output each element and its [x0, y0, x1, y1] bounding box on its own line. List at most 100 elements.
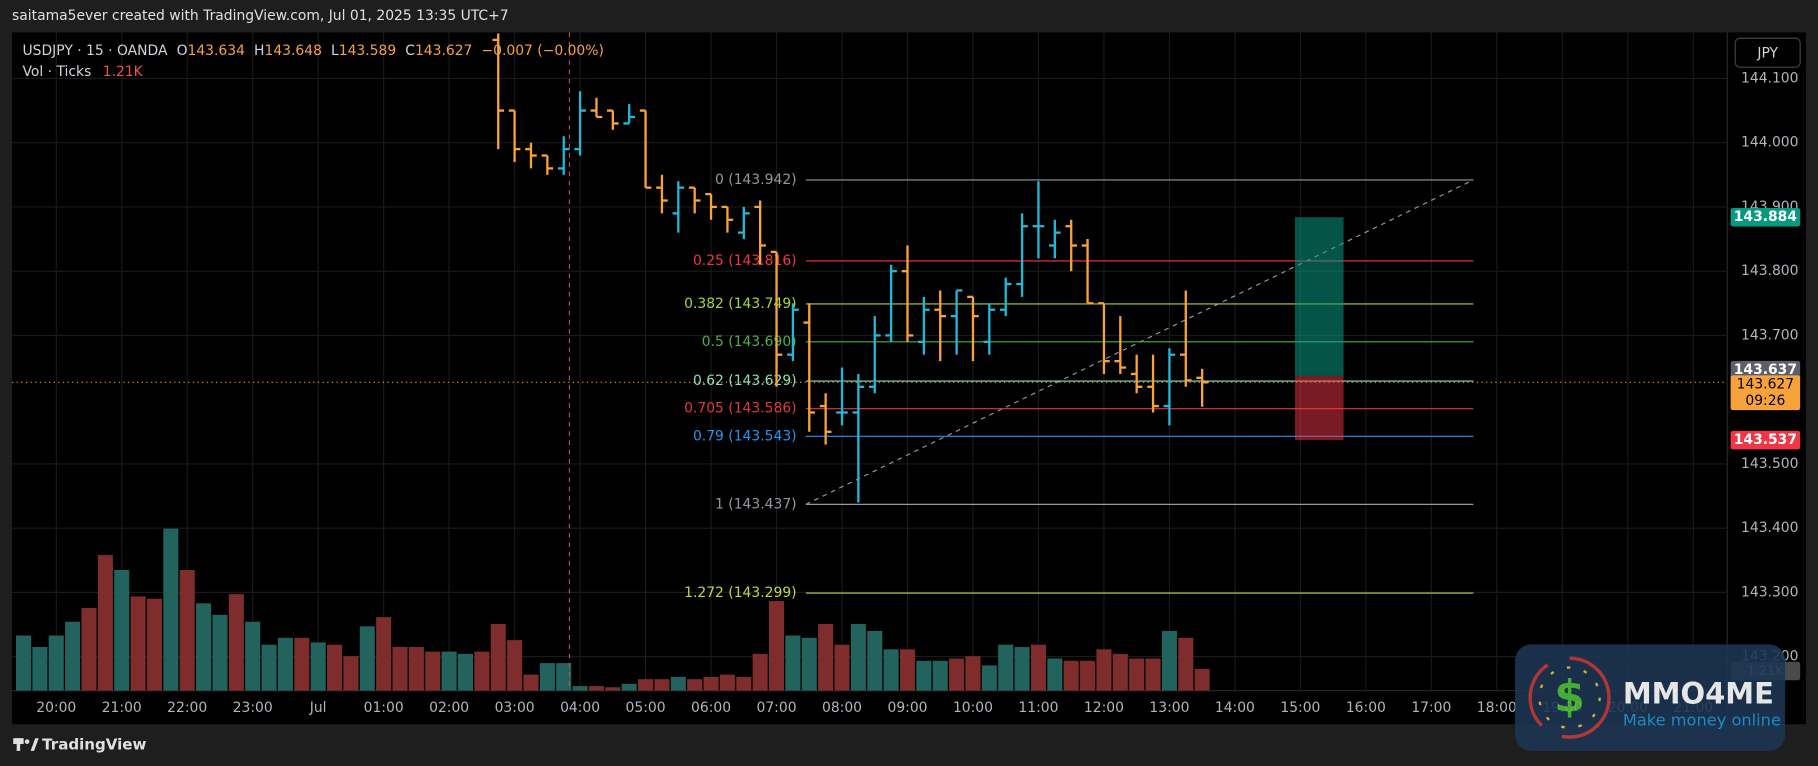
volume-bar — [998, 644, 1014, 691]
l-value: 143.589 — [339, 43, 396, 59]
volume-bar — [48, 635, 64, 691]
volume-bar — [277, 637, 293, 691]
entry-label: 143.637 — [1734, 362, 1797, 378]
volume-bar — [376, 617, 392, 691]
volume-bar — [1145, 658, 1161, 691]
o-value: 143.634 — [188, 43, 246, 59]
volume-bar — [343, 656, 359, 691]
y-tick-label: 144.100 — [1741, 70, 1798, 86]
volume-bar — [638, 679, 654, 691]
volume-bar — [965, 656, 981, 691]
x-tick-label: 14:00 — [1215, 700, 1255, 716]
y-tick-label: 143.700 — [1741, 327, 1798, 343]
volume-bar — [1161, 630, 1177, 691]
y-tick-label: 143.500 — [1741, 456, 1798, 472]
volume-bar — [539, 663, 555, 691]
x-tick-label: Jul — [309, 700, 327, 716]
x-tick-label: 07:00 — [757, 700, 797, 716]
countdown: 09:26 — [1745, 393, 1785, 409]
h-label: H — [254, 43, 264, 59]
fib-label: 0 (143.942) — [715, 172, 797, 188]
volume-bar — [310, 642, 326, 691]
x-tick-label: 21:00 — [102, 700, 142, 716]
volume-bar — [916, 660, 932, 691]
fib-label: 1.272 (143.299) — [684, 585, 796, 601]
target-label: 143.884 — [1734, 209, 1798, 225]
volume-bar — [114, 570, 130, 691]
y-tick-label: 143.800 — [1741, 263, 1798, 279]
entry-label-bg — [1730, 360, 1801, 380]
h-value: 143.648 — [264, 43, 321, 59]
x-tick-label: 04:00 — [560, 700, 600, 716]
volume-bar — [687, 679, 703, 691]
volume-bar — [1096, 649, 1112, 691]
fib-label: 1 (143.437) — [715, 496, 797, 512]
volume-bar — [81, 607, 97, 691]
volume-bar — [146, 598, 163, 691]
volume-bar — [588, 686, 604, 691]
volume-bar — [327, 644, 343, 691]
x-tick-label: 15:00 — [1280, 700, 1320, 716]
volume-bar — [294, 637, 310, 691]
target-zone — [1294, 217, 1344, 376]
volume-bar — [949, 658, 965, 691]
volume-bar — [801, 637, 817, 691]
volume-bar — [441, 651, 457, 691]
fib-label: 0.382 (143.749) — [684, 296, 796, 312]
currency-button[interactable] — [1734, 37, 1801, 68]
x-tick-label: 01:00 — [364, 700, 404, 716]
volume-bar — [932, 660, 948, 691]
watermark: $ MMO4ME Make money online — [1515, 644, 1786, 751]
price-bars — [492, 33, 1208, 503]
x-tick-label: 13:00 — [1149, 700, 1189, 716]
volume-bar — [408, 647, 424, 691]
volume-bar — [736, 676, 752, 691]
x-tick-label: 08:00 — [822, 700, 862, 716]
volume-bar — [867, 630, 883, 691]
fib-label: 0.705 (143.586) — [684, 401, 796, 417]
volume-bar — [32, 647, 48, 691]
current-price-bg — [1730, 375, 1801, 411]
x-tick-label: 05:00 — [626, 700, 666, 716]
volume-bar — [130, 596, 146, 691]
volume-bar — [425, 651, 441, 691]
volume-bar — [654, 679, 670, 691]
currency[interactable]: JPY — [1756, 45, 1778, 61]
watermark-subtitle: Make money online — [1623, 710, 1781, 729]
x-tick-label: 10:00 — [953, 700, 993, 716]
volume-bar — [196, 603, 212, 691]
o-label: O — [177, 43, 188, 59]
volume-bar — [1112, 653, 1128, 691]
volume-bar — [752, 653, 768, 691]
volume-bar — [474, 651, 490, 691]
volume-bar — [212, 614, 228, 691]
x-tick-label: 23:00 — [233, 700, 273, 716]
volume-bar — [850, 624, 866, 691]
fibonacci: 0 (143.942) 0.25 (143.816) 0.382 (143.749)… — [684, 172, 1474, 601]
volume-bar — [1030, 644, 1046, 691]
volume-bar — [457, 653, 474, 691]
volume-bar — [261, 644, 277, 691]
volume-bar — [605, 687, 621, 691]
watermark-symbol: $ — [1554, 671, 1585, 722]
legend-main: USDJPY · 15 · OANDA O143.634 H143.648 L1… — [22, 43, 603, 59]
fib-label: 0.25 (143.816) — [693, 253, 797, 269]
x-tick-label: 20:00 — [36, 700, 76, 716]
x-tick-label: 22:00 — [167, 700, 207, 716]
current-price-label: 143.627 — [1737, 377, 1794, 393]
volume-title: Vol · Ticks — [22, 64, 91, 80]
volume-bar — [1063, 660, 1079, 691]
volume-bar — [97, 555, 113, 691]
x-tick-label: 03:00 — [495, 700, 535, 716]
volume-bar — [670, 676, 686, 691]
x-tick-label: 12:00 — [1084, 700, 1124, 716]
symbol: USDJPY · 15 · OANDA — [22, 43, 168, 59]
stop-label: 143.537 — [1734, 432, 1797, 448]
volume-last: 1.21K — [103, 64, 144, 80]
y-tick-label: 143.300 — [1741, 584, 1798, 600]
volume-bar — [1194, 668, 1210, 691]
volume-bar — [834, 644, 850, 691]
volume-bar — [703, 676, 719, 691]
volume-bar — [818, 624, 834, 691]
